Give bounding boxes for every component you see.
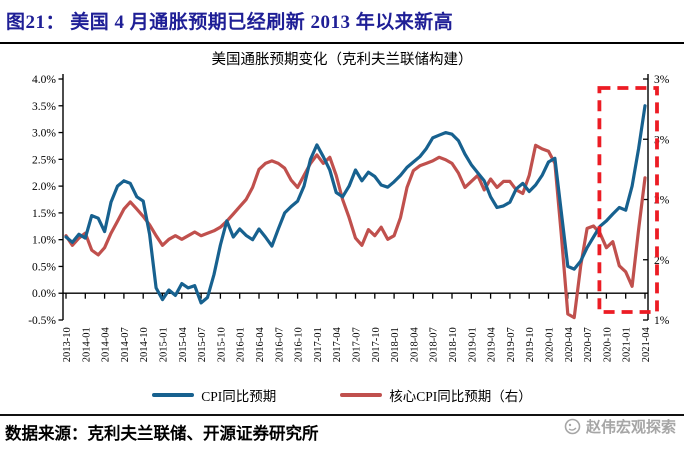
legend-swatch	[340, 393, 383, 397]
x-axis-tick-label: 2013-10	[62, 327, 73, 362]
x-axis-tick-label: 2016-10	[294, 327, 305, 362]
left-axis-tick-label: -0.5%	[28, 315, 56, 327]
x-axis-tick-label: 2018-01	[390, 327, 401, 362]
figure-title: 图21： 美国 4 月通胀预期已经刷新 2013 年以来新高	[6, 12, 454, 33]
x-axis-tick-label: 2015-04	[178, 326, 189, 362]
title-divider	[0, 42, 684, 45]
x-axis-tick-label: 2021-04	[641, 326, 652, 362]
legend-label: 核心CPI同比预期（右）	[389, 389, 532, 404]
x-axis-tick-label: 2015-10	[216, 327, 227, 362]
left-axis-tick-label: 0.0%	[32, 288, 56, 300]
data-source: 数据来源：克利夫兰联储、开源证券研究所	[5, 424, 319, 443]
x-axis-tick-label: 2016-07	[274, 327, 285, 362]
legend-label: CPI同比预期	[201, 389, 277, 404]
x-axis-tick-label: 2017-01	[313, 327, 324, 362]
x-axis-tick-label: 2019-01	[467, 327, 478, 362]
right-axis-tick-label: 3%	[654, 74, 670, 86]
x-axis-tick-label: 2019-04	[487, 326, 498, 362]
x-axis-tick-label: 2015-01	[159, 327, 170, 362]
chart-legend: CPI同比预期 核心CPI同比预期（右）	[0, 385, 684, 405]
left-axis-tick-label: 4.0%	[32, 74, 56, 86]
left-axis-tick-label: 2.5%	[32, 154, 56, 166]
x-axis-tick-label: 2017-07	[352, 327, 363, 362]
brand-watermark: 赵伟宏观探索	[564, 416, 676, 437]
x-axis-tick-label: 2018-07	[429, 327, 440, 362]
watermark-text: 赵伟宏观探索	[585, 420, 676, 436]
highlight-box	[597, 86, 659, 314]
core-cpi-expectation-line	[64, 143, 647, 320]
x-axis-tick-label: 2020-07	[583, 327, 594, 362]
x-axis-tick-label: 2018-04	[409, 326, 420, 362]
left-axis-tick-label: 1.5%	[32, 208, 56, 220]
x-axis-tick-label: 2017-04	[332, 326, 343, 362]
x-axis-tick-label: 2017-10	[371, 327, 382, 362]
left-axis-tick-label: 2.0%	[32, 181, 56, 193]
x-axis-tick-label: 2020-10	[602, 327, 613, 362]
x-axis-tick-label: 2014-01	[81, 327, 92, 362]
x-axis-tick-label: 2019-10	[525, 327, 536, 362]
x-axis-tick-label: 2014-10	[139, 327, 150, 362]
x-axis-tick-label: 2016-04	[255, 326, 266, 362]
x-axis-tick-label: 2020-01	[545, 327, 556, 362]
right-axis-tick-label: 2%	[654, 255, 670, 267]
x-axis-tick-label: 2014-04	[101, 326, 112, 362]
chart-title: 美国通胀预期变化（克利夫兰联储构建）	[211, 52, 473, 68]
left-axis-tick-label: 1.0%	[32, 235, 56, 247]
x-axis-tick-label: 2018-10	[448, 327, 459, 362]
x-axis-tick-label: 2015-07	[197, 327, 208, 362]
left-axis-tick-label: 0.5%	[32, 261, 56, 273]
cpi-expectation-line	[64, 104, 647, 305]
brand-logo-icon	[564, 418, 581, 435]
legend-item-cpi: CPI同比预期	[152, 385, 276, 405]
legend-item-core-cpi: 核心CPI同比预期（右）	[340, 385, 532, 405]
x-axis-tick-label: 2020-04	[564, 326, 575, 362]
x-axis-tick-label: 2016-01	[236, 327, 247, 362]
right-axis-tick-label: 1%	[654, 315, 670, 327]
left-axis-tick-label: 3.0%	[32, 128, 56, 140]
left-axis-tick-label: 3.5%	[32, 101, 56, 113]
footer-divider	[0, 414, 684, 416]
x-axis-tick-label: 2014-07	[120, 327, 131, 362]
x-axis-tick-label: 2021-01	[622, 327, 633, 362]
legend-swatch	[152, 393, 195, 397]
x-axis-tick-label: 2019-07	[506, 327, 517, 362]
